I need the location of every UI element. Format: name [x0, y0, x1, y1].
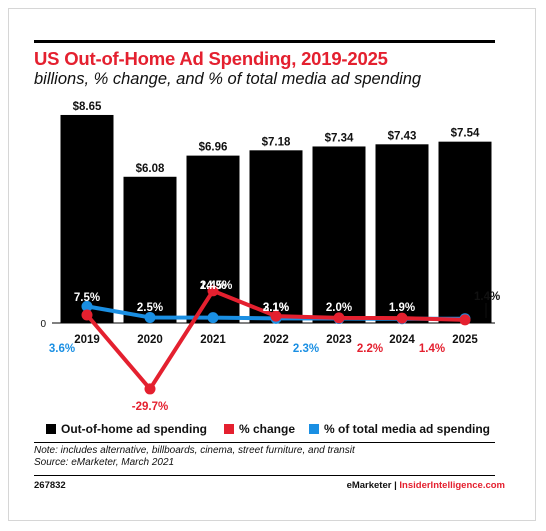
change-value-label-2025: 1.4% [419, 343, 445, 355]
x-tick-label-2023: 2023 [326, 334, 352, 346]
bar-2022 [249, 150, 303, 323]
change-point-2019 [81, 309, 93, 321]
zero-tick-label: 0 [40, 319, 46, 330]
x-tick-label-2025: 2025 [452, 334, 478, 346]
bar-2019 [60, 114, 114, 323]
share-value-label-2020: 2.5% [137, 302, 163, 314]
change-point-2023 [333, 312, 345, 324]
legend-swatch-spending [46, 424, 56, 434]
footer-divider [34, 475, 495, 476]
chart-id: 267832 [34, 480, 66, 491]
brand-insider: InsiderIntelligence.com [399, 480, 505, 491]
share-value-label-2024: 1.9% [389, 302, 415, 314]
bar-value-label-2025: $7.54 [451, 128, 480, 140]
note-text: Note: includes alternative, billboards, … [34, 445, 355, 456]
legend-item-share: % of total media ad spending [309, 422, 490, 436]
change-point-2020 [144, 383, 156, 395]
change-value-label-2024: 2.2% [357, 343, 383, 355]
chart-subtitle: billions, % change, and % of total media… [34, 70, 422, 88]
change-value-label-2023: 2.3% [293, 343, 319, 355]
x-tick-label-2020: 2020 [137, 334, 163, 346]
legend-item-spending: Out-of-home ad spending [46, 422, 207, 436]
x-tick-label-2024: 2024 [389, 334, 415, 346]
brand-separator: | [394, 480, 397, 491]
x-tick-label-2019: 2019 [74, 334, 100, 346]
share-value-label-2025-outside: 1.4% [474, 291, 500, 303]
x-tick-label-2022: 2022 [263, 334, 289, 346]
x-tick-label-2021: 2021 [200, 334, 226, 346]
share-point-2019 [81, 300, 93, 312]
legend-item-change: % change [224, 422, 295, 436]
change-point-2024 [396, 312, 408, 324]
notes-divider [34, 442, 495, 443]
chart-title: US Out-of-Home Ad Spending, 2019-2025 [34, 48, 388, 69]
change-value-label-2021: 14.5% [200, 280, 233, 292]
legend-label-change: % change [239, 422, 296, 436]
share-value-label-2021: 2.4% [200, 280, 226, 292]
change-value-label-2020: -29.7% [132, 401, 168, 413]
bar-value-label-2023: $7.34 [325, 132, 354, 144]
brand-emarketer: eMarketer [346, 480, 392, 491]
share-point-2020 [144, 311, 156, 323]
bar-2024 [375, 144, 429, 323]
change-point-2022 [270, 310, 282, 322]
legend-swatch-share [309, 424, 319, 434]
share-value-label-2019: 7.5% [74, 292, 100, 304]
bar-value-label-2024: $7.43 [388, 130, 417, 142]
legend-label-share: % of total media ad spending [324, 422, 491, 436]
bar-2025 [438, 141, 492, 323]
source-text: Source: eMarketer, March 2021 [34, 457, 175, 468]
change-point-2021 [207, 285, 219, 297]
notes-block: Note: includes alternative, billboards, … [34, 445, 355, 469]
legend-label-spending: Out-of-home ad spending [61, 422, 207, 436]
bar-value-label-2022: $7.18 [262, 136, 291, 148]
change-point-2025 [459, 314, 471, 326]
bar-2020 [123, 176, 177, 323]
title-rule [34, 40, 495, 43]
legend-swatch-change [224, 424, 234, 434]
legend: Out-of-home ad spending % change % of to… [34, 422, 504, 440]
share-point-2021 [207, 312, 219, 324]
bar-2023 [312, 146, 366, 323]
chart-plot: 0 $8.65 $6.08 $6.96 $7.18 $7.34 $7.43 $7.54 2019… [40, 101, 500, 413]
bar-value-label-2020: $6.08 [136, 163, 165, 175]
change-value-label-2019: 3.6% [49, 343, 75, 355]
bar-value-label-2019: $8.65 [73, 101, 102, 113]
bar-value-label-2021: $6.96 [199, 142, 228, 154]
share-value-label-2022: 2.1% [263, 302, 289, 314]
share-value-label-2023: 2.0% [326, 302, 352, 314]
change-value-label-2022: 3.1% [263, 302, 289, 314]
footer-brand: eMarketer | InsiderIntelligence.com [347, 480, 505, 491]
